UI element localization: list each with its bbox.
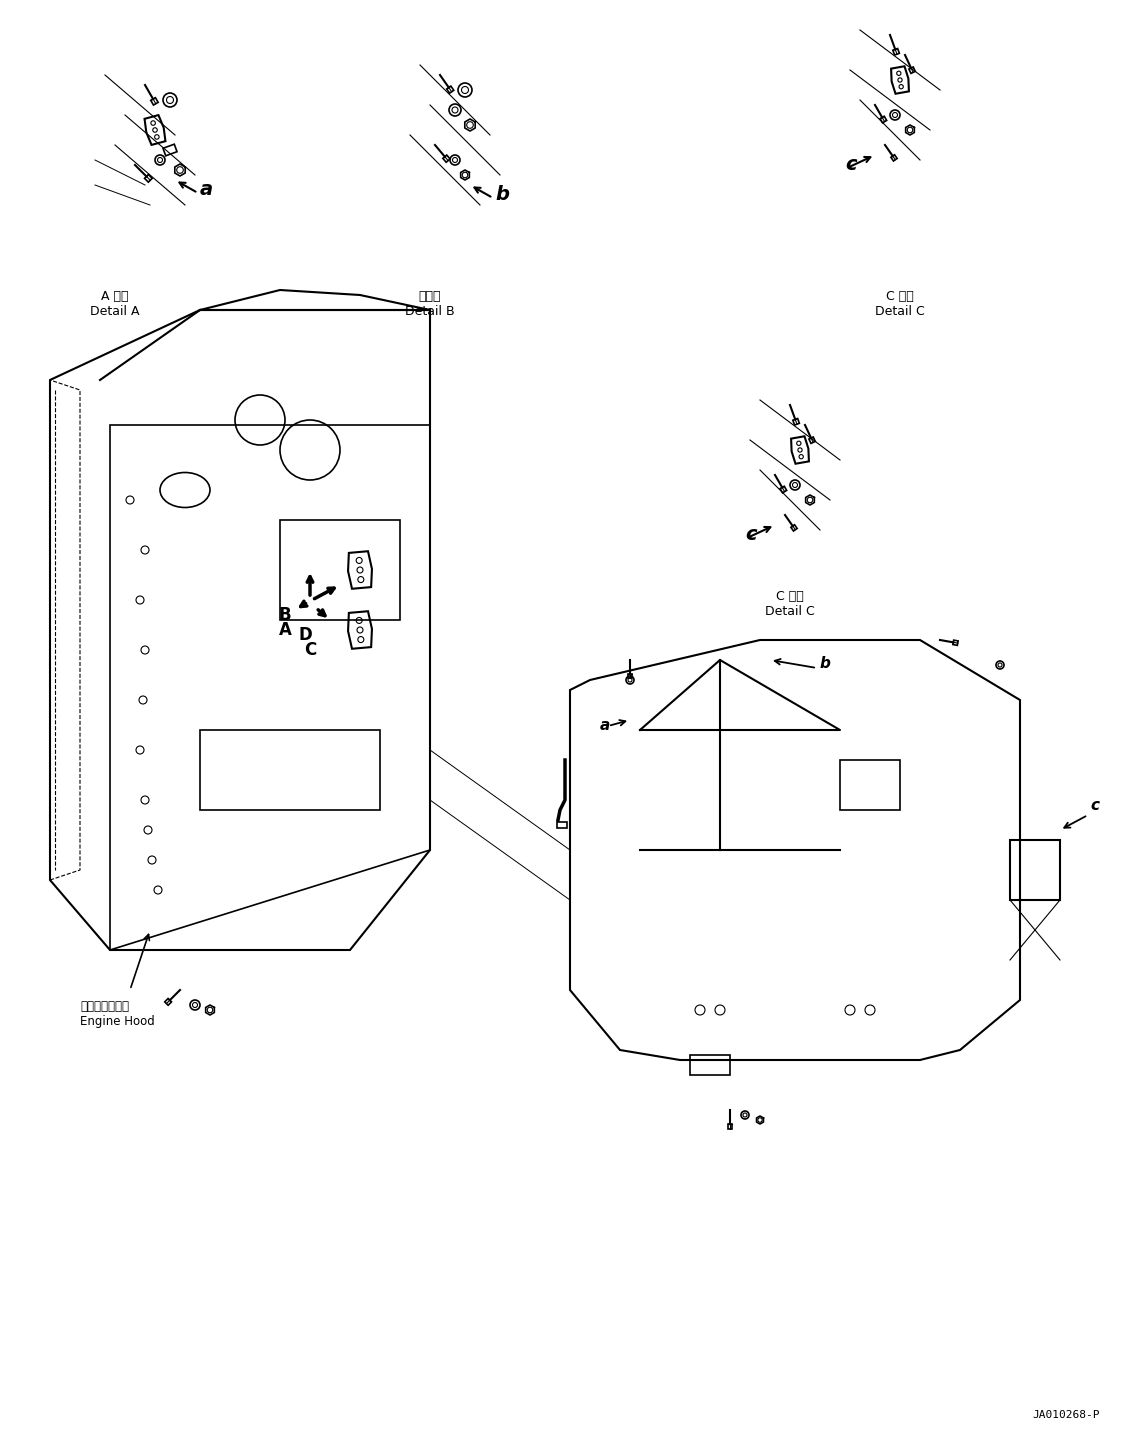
Polygon shape — [443, 155, 450, 163]
Bar — [1010, 840, 1060, 900]
Polygon shape — [893, 48, 899, 55]
Text: c: c — [845, 155, 856, 174]
Polygon shape — [144, 174, 152, 183]
Bar — [840, 760, 900, 810]
Polygon shape — [808, 437, 815, 444]
Polygon shape — [891, 155, 898, 161]
Polygon shape — [780, 486, 787, 493]
Text: B: B — [278, 607, 291, 624]
Polygon shape — [953, 640, 958, 646]
Bar — [690, 1055, 731, 1075]
Text: b: b — [495, 184, 510, 205]
Bar — [281, 519, 400, 620]
Text: A 詳細
Detail A: A 詳細 Detail A — [90, 290, 140, 318]
Text: c: c — [745, 525, 757, 544]
Text: C: C — [303, 641, 316, 659]
Bar — [200, 730, 380, 810]
Text: C 詳細
Detail C: C 詳細 Detail C — [765, 591, 815, 618]
Polygon shape — [791, 525, 797, 531]
Polygon shape — [558, 821, 567, 829]
Text: a: a — [600, 718, 610, 733]
Polygon shape — [151, 97, 158, 104]
Text: D: D — [298, 625, 311, 644]
Polygon shape — [447, 86, 453, 93]
Polygon shape — [165, 998, 172, 1006]
Text: エンジンフード
Engine Hood: エンジンフード Engine Hood — [80, 1000, 155, 1027]
Polygon shape — [792, 418, 799, 425]
Text: C 詳細
Detail C: C 詳細 Detail C — [875, 290, 925, 318]
Polygon shape — [909, 67, 915, 74]
Text: 日詳細
Detail B: 日詳細 Detail B — [405, 290, 455, 318]
Text: A: A — [278, 621, 292, 638]
Text: JA010268-P: JA010268-P — [1033, 1410, 1100, 1421]
Text: c: c — [1090, 798, 1099, 813]
Polygon shape — [881, 116, 886, 123]
Polygon shape — [727, 1125, 733, 1129]
Polygon shape — [627, 673, 632, 678]
Polygon shape — [163, 144, 177, 155]
Text: b: b — [820, 656, 831, 670]
Text: a: a — [200, 180, 213, 199]
